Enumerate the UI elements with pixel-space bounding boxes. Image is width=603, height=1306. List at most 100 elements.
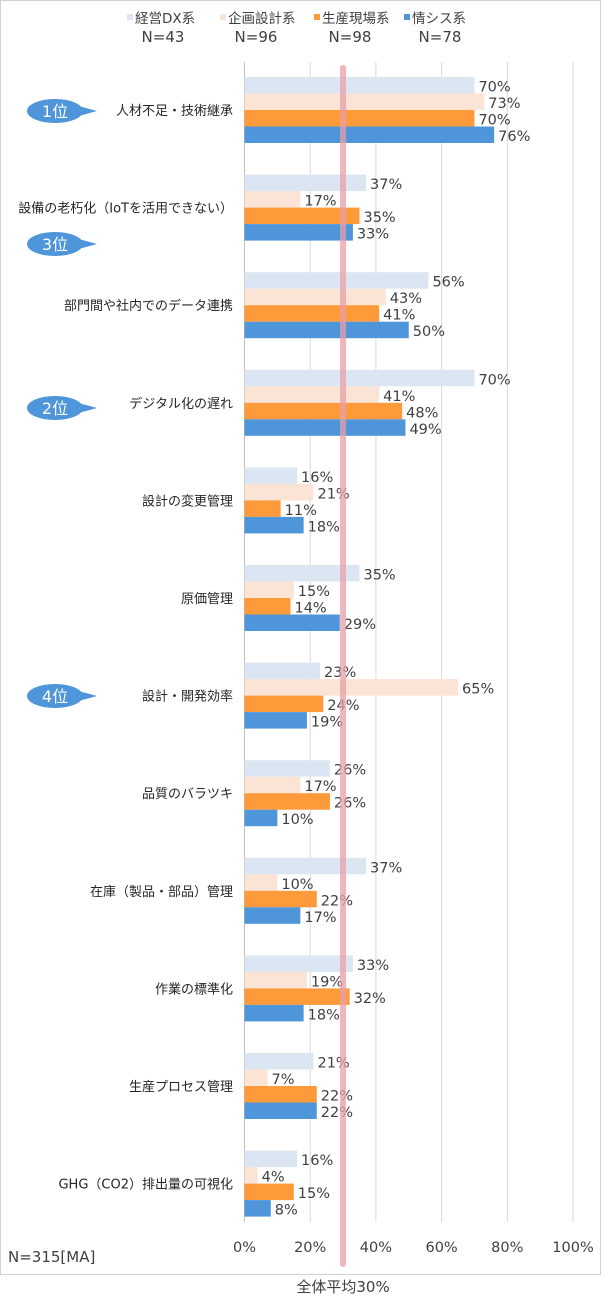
bar: [244, 695, 324, 713]
x-tick-label: 80%: [491, 1240, 523, 1256]
category-label: 設計・開発効率: [142, 689, 233, 705]
data-label: 18%: [308, 1007, 340, 1023]
legend-n-label: N=43: [142, 28, 185, 46]
bar: [244, 776, 301, 794]
data-label: 19%: [311, 974, 343, 990]
data-label: 26%: [334, 796, 366, 812]
legend-label: 情シス系: [412, 11, 466, 27]
data-label: 17%: [304, 910, 336, 926]
data-label: 19%: [311, 715, 343, 731]
average-label: 全体平均30%: [296, 1278, 389, 1296]
data-label: 65%: [462, 682, 494, 698]
data-label: 35%: [363, 210, 395, 226]
bar: [244, 988, 350, 1005]
data-label: 11%: [285, 503, 317, 519]
bar: [244, 1086, 317, 1103]
data-label: 70%: [478, 80, 510, 96]
data-label: 18%: [308, 519, 340, 535]
bar: [244, 93, 485, 110]
bar: [244, 1053, 314, 1070]
x-tick-label: 60%: [425, 1240, 457, 1256]
category-label: 原価管理: [181, 592, 233, 607]
data-label: 7%: [271, 1072, 294, 1088]
data-label: 16%: [301, 1153, 333, 1169]
data-label: 15%: [298, 584, 330, 600]
data-label: 70%: [478, 113, 510, 129]
bar: [244, 581, 294, 598]
svg-text:3位: 3位: [42, 235, 68, 254]
legend-label: 生産現場系: [322, 11, 390, 27]
category-label: 作業の標準化: [155, 981, 233, 997]
bar: [244, 679, 459, 696]
bar: [244, 955, 353, 972]
bar: [244, 207, 360, 225]
bar: [244, 1200, 271, 1217]
bar: [244, 907, 301, 924]
bar: [244, 174, 367, 192]
bar: [244, 971, 307, 989]
svg-text:1位: 1位: [42, 102, 68, 121]
bar: [244, 110, 475, 127]
data-label: 26%: [334, 763, 366, 779]
rank-badge: 3位: [27, 232, 97, 256]
data-label: 76%: [498, 129, 530, 145]
bar: [244, 614, 340, 631]
data-label: 49%: [409, 422, 441, 438]
bar: [244, 77, 475, 94]
category-label: 設備の老朽化（IoTを活用できない）: [18, 201, 233, 217]
data-label: 10%: [281, 877, 313, 893]
bar: [244, 598, 291, 615]
x-tick-label: 20%: [294, 1240, 326, 1256]
bar: [244, 500, 281, 517]
footnote: N=315[MA]: [8, 1248, 95, 1266]
category-label: 品質のバラツキ: [142, 787, 233, 802]
bar: [244, 288, 386, 306]
bar: [244, 565, 360, 582]
bar: [244, 483, 314, 501]
svg-text:2位: 2位: [42, 399, 68, 418]
bar: [244, 1004, 304, 1022]
bar: [244, 224, 353, 241]
bar: [244, 369, 475, 387]
data-label: 8%: [275, 1203, 298, 1219]
legend-label: 企画設計系: [228, 10, 296, 27]
svg-text:4位: 4位: [42, 687, 68, 706]
bar: [244, 874, 278, 891]
data-label: 22%: [321, 1105, 353, 1121]
bar: [244, 1167, 258, 1184]
data-label: 14%: [294, 601, 326, 617]
data-label: 32%: [354, 991, 386, 1007]
data-label: 48%: [406, 405, 438, 421]
category-label: 設計の変更管理: [142, 493, 233, 509]
bar: [244, 662, 321, 680]
bar: [244, 712, 307, 729]
data-label: 33%: [357, 958, 389, 974]
bar: [244, 467, 298, 484]
data-label: 37%: [370, 860, 402, 876]
rank-badge: 4位: [27, 684, 97, 708]
legend-label: 経営DX系: [135, 11, 195, 27]
data-label: 15%: [298, 1186, 330, 1202]
data-label: 43%: [390, 291, 422, 307]
bar: [244, 1183, 294, 1201]
bar: [244, 321, 409, 339]
bar: [244, 126, 495, 143]
bar: [244, 191, 301, 208]
data-label: 22%: [321, 893, 353, 909]
data-label: 41%: [383, 308, 415, 324]
category-label: 部門間や社内でのデータ連携: [64, 298, 233, 314]
legend-swatch: [314, 14, 320, 20]
rank-badge: 2位: [27, 396, 97, 420]
data-label: 41%: [383, 389, 415, 405]
data-label: 50%: [413, 324, 445, 340]
data-label: 10%: [281, 812, 313, 828]
data-label: 4%: [262, 1170, 285, 1186]
bar: [244, 857, 367, 875]
data-label: 16%: [301, 470, 333, 486]
data-label: 35%: [363, 568, 395, 584]
chart-frame: [0, 0, 601, 1275]
data-label: 70%: [478, 372, 510, 388]
bar: [244, 760, 330, 777]
legend-n-label: N=96: [235, 28, 278, 46]
